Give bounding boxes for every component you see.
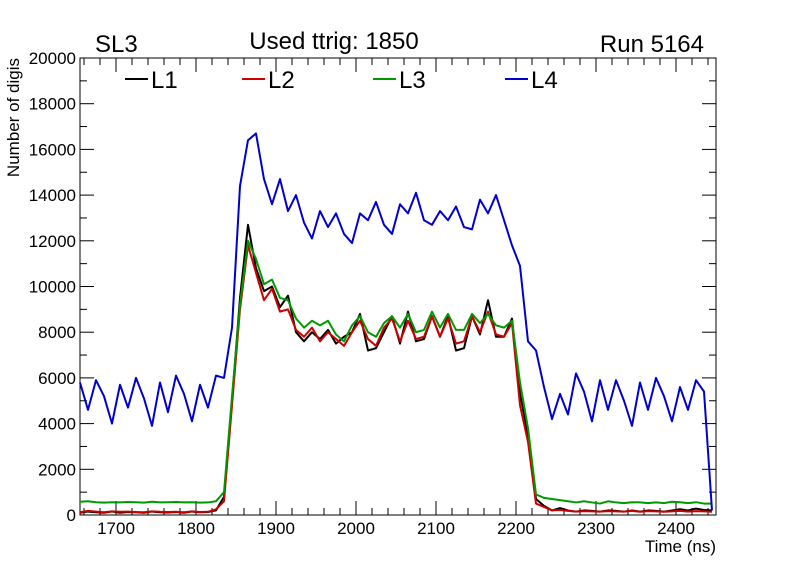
y-tick-label: 16000 — [29, 140, 76, 159]
y-tick-label: 10000 — [29, 278, 76, 297]
x-tick-label: 1700 — [97, 519, 135, 538]
legend-label-l3: L3 — [399, 67, 426, 94]
y-tick-label: 4000 — [38, 415, 76, 434]
x-axis-label: Time (ns) — [645, 537, 716, 556]
series-lines — [79, 132, 713, 514]
series-line-l2 — [79, 244, 713, 514]
y-tick-label: 12000 — [29, 232, 76, 251]
y-tick-label: 6000 — [38, 369, 76, 388]
y-tick-label: 8000 — [38, 323, 76, 342]
y-tick-labels: 0 2000 4000 6000 8000 10000 12000 14000 16000 180… — [29, 49, 76, 525]
x-tick-label: 1800 — [177, 519, 215, 538]
x-tick-label: 2100 — [417, 519, 455, 538]
top-left-label: SL3 — [95, 31, 138, 58]
x-tick-label: 2000 — [337, 519, 375, 538]
legend: L1 L2 L3 L4 — [125, 67, 558, 94]
y-axis-label: Number of digis — [4, 58, 23, 177]
x-tick-label: 2300 — [577, 519, 615, 538]
series-line-l3 — [79, 239, 712, 505]
legend-label-l2: L2 — [268, 67, 295, 94]
x-tick-labels: 1700 1800 1900 2000 2100 2200 2300 2400 — [97, 519, 695, 538]
chart-title: Used ttrig: 1850 — [249, 28, 418, 55]
x-tick-label: 2200 — [497, 519, 535, 538]
y-tick-label: 2000 — [38, 460, 76, 479]
legend-label-l1: L1 — [151, 67, 178, 94]
legend-label-l4: L4 — [531, 67, 558, 94]
top-right-label: Run 5164 — [600, 31, 704, 58]
plot-frame — [79, 57, 717, 516]
y-tick-label: 14000 — [29, 186, 76, 205]
y-tick-label: 20000 — [29, 49, 76, 68]
x-tick-label: 2400 — [657, 519, 695, 538]
y-tick-label: 18000 — [29, 95, 76, 114]
y-tick-label: 0 — [67, 506, 76, 525]
x-tick-label: 1900 — [257, 519, 295, 538]
series-line-l4 — [79, 132, 713, 511]
